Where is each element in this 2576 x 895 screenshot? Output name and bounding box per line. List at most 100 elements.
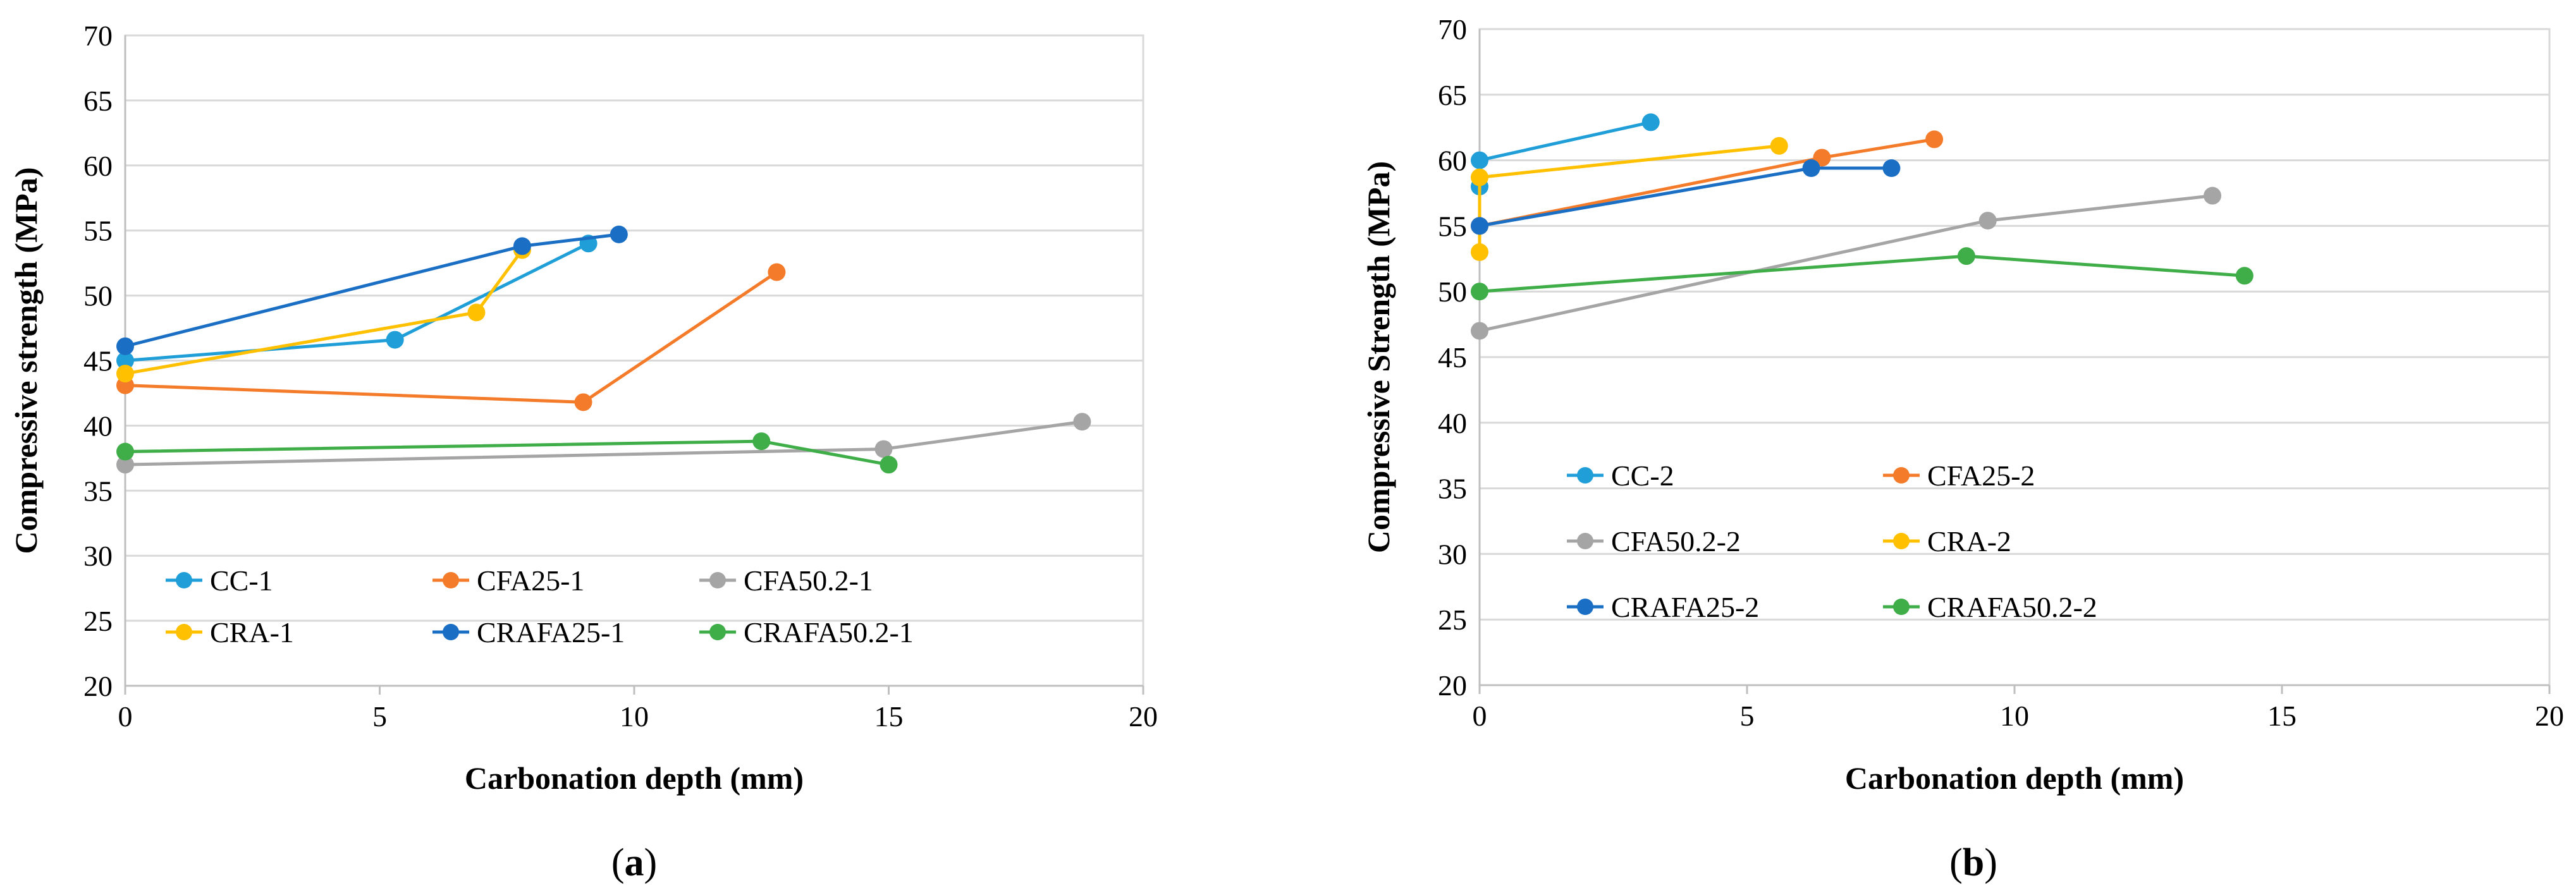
series-line-cfa25-1: [125, 271, 778, 404]
panel-label: (b): [1949, 841, 1997, 884]
legend-swatch-marker: [176, 624, 192, 640]
data-point-cfa50-2-2: [1471, 322, 1488, 340]
legend-swatch-marker: [443, 572, 459, 588]
data-point-crafa25-1: [610, 225, 628, 243]
data-point-cfa50-2-1: [1073, 413, 1091, 431]
data-point-crafa50-2-1: [116, 442, 134, 461]
legend-item-cc-2: CC-2: [1567, 460, 1674, 492]
legend: CC-1 CFA25-1 CFA50.2-1 CRA-1 CRAFA25-1 CRAFA5…: [166, 564, 914, 648]
legend-label: CRA-1: [210, 616, 294, 648]
legend-label: CRA-2: [1927, 525, 2011, 557]
legend-swatch-marker: [1893, 599, 1910, 615]
y-tick-label: 35: [1438, 473, 1467, 505]
legend-item-cra-1: CRA-1: [166, 616, 294, 648]
y-tick-label: 25: [83, 605, 113, 637]
y-tick-label: 20: [1438, 669, 1467, 702]
data-point-cfa25-1: [768, 263, 786, 281]
data-point-crafa50-2-2: [1471, 283, 1488, 301]
legend-swatch-marker: [1577, 467, 1593, 484]
legend-swatch-marker: [1577, 599, 1593, 615]
data-point-crafa50-2-2: [2235, 267, 2254, 285]
legend-swatch-marker: [1893, 533, 1910, 549]
data-point-cc-1: [116, 351, 134, 370]
data-point-crafa25-2: [1882, 159, 1901, 178]
legend-item-crafa25-1: CRAFA25-1: [432, 616, 625, 648]
legend-swatch-marker: [1577, 533, 1593, 549]
data-point-crafa25-1: [513, 237, 531, 255]
x-tick-label: 10: [620, 700, 649, 733]
legend-swatch-marker: [176, 572, 192, 588]
data-point-cc-2: [1641, 113, 1660, 131]
legend-label: CRAFA25-2: [1611, 591, 1759, 623]
panel-letter: b: [1963, 841, 1984, 884]
y-tick-label: 50: [1438, 276, 1467, 308]
data-point-crafa25-1: [116, 337, 134, 355]
legend-swatch-marker: [1893, 467, 1910, 484]
panel-letter: a: [625, 841, 644, 884]
x-axis-title: Carbonation depth (mm): [465, 760, 804, 796]
x-tick-label: 15: [874, 700, 904, 733]
legend-label: CFA50.2-2: [1611, 525, 1741, 557]
data-point-cra-2: [1471, 243, 1488, 261]
data-point-crafa50-2-2: [1957, 247, 1975, 265]
y-tick-label: 30: [83, 540, 113, 572]
data-point-cfa25-2: [1925, 130, 1944, 149]
panel-a-chart: 20 25 30 35 40 45 50 55 60 65 70 0 5 10 15 20 Carbonatio…: [8, 20, 1158, 884]
legend-item-cfa25-2: CFA25-2: [1883, 460, 2035, 492]
legend-item-cra-2: CRA-2: [1883, 525, 2011, 557]
y-tick-label: 60: [83, 150, 113, 182]
legend-item-cfa50-2-2: CFA50.2-2: [1567, 525, 1741, 557]
y-tick-label: 40: [1438, 407, 1467, 439]
y-tick-label: 25: [1438, 604, 1467, 636]
data-point-crafa50-2-1: [880, 456, 898, 474]
panel-label: (a): [611, 841, 657, 884]
data-point-crafa25-2: [1802, 159, 1820, 178]
series-line-crafa25-2: [1479, 166, 1892, 228]
x-tick-label: 20: [1129, 700, 1158, 733]
data-point-cra-2: [1471, 168, 1488, 186]
x-tick-label: 10: [2000, 700, 2029, 732]
series-line-crafa50-2-2: [1479, 254, 2245, 293]
data-point-cfa50-2-2: [2204, 186, 2222, 205]
legend-swatch-marker: [709, 572, 726, 588]
x-tick-label: 0: [118, 700, 133, 733]
y-tick-label: 70: [1438, 13, 1467, 46]
data-point-cfa50-2-1: [874, 440, 893, 458]
y-tick-label: 55: [1438, 210, 1467, 242]
y-tick-label: 65: [83, 85, 113, 117]
legend-label: CFA50.2-1: [744, 564, 873, 597]
legend-label: CRAFA50.2-2: [1927, 591, 2097, 623]
y-axis-title: Compressive Strength (MPa): [1361, 161, 1396, 553]
data-point-cc-1: [386, 331, 404, 349]
legend-label: CRAFA50.2-1: [744, 616, 914, 648]
x-tick-label: 5: [372, 700, 387, 733]
x-tick-label: 20: [2535, 700, 2564, 732]
series-line-cc-1: [125, 242, 589, 362]
x-tick-label: 0: [1473, 700, 1487, 732]
legend-item-cfa25-1: CFA25-1: [432, 564, 584, 597]
data-point-cfa50-2-2: [1978, 212, 1997, 230]
legend-item-cfa50-2-1: CFA50.2-1: [699, 564, 873, 597]
panel-b-chart: 20 25 30 35 40 45 50 55 60 65 70 0 5 10 15 20 Carbonatio…: [1361, 13, 2564, 884]
data-point-cfa50-2-1: [116, 456, 134, 474]
data-point-cfa25-1: [574, 393, 592, 411]
y-tick-label: 55: [83, 215, 113, 247]
y-tick-label: 45: [83, 345, 113, 377]
legend-label: CFA25-2: [1927, 460, 2035, 492]
y-axis-title: Compressive strength (MPa): [8, 167, 44, 554]
data-point-cra-2: [1770, 137, 1788, 155]
series-line-cc-2: [1478, 120, 1652, 187]
y-tick-label: 35: [83, 475, 113, 507]
x-tick-label: 5: [1740, 700, 1755, 732]
legend-item-crafa50-2-1: CRAFA50.2-1: [699, 616, 914, 648]
legend-label: CFA25-1: [477, 564, 584, 597]
data-point-crafa25-2: [1471, 217, 1488, 235]
y-tick-label: 30: [1438, 538, 1467, 570]
legend-label: CRAFA25-1: [477, 616, 625, 648]
legend-swatch-marker: [443, 624, 459, 640]
legend: CC-2 CFA25-2 CFA50.2-2 CRA-2 CRAFA25-2 CRAFA5…: [1567, 460, 2097, 623]
data-point-cra-1: [467, 303, 486, 322]
y-tick-label: 45: [1438, 341, 1467, 374]
legend-item-cc-1: CC-1: [166, 564, 273, 597]
